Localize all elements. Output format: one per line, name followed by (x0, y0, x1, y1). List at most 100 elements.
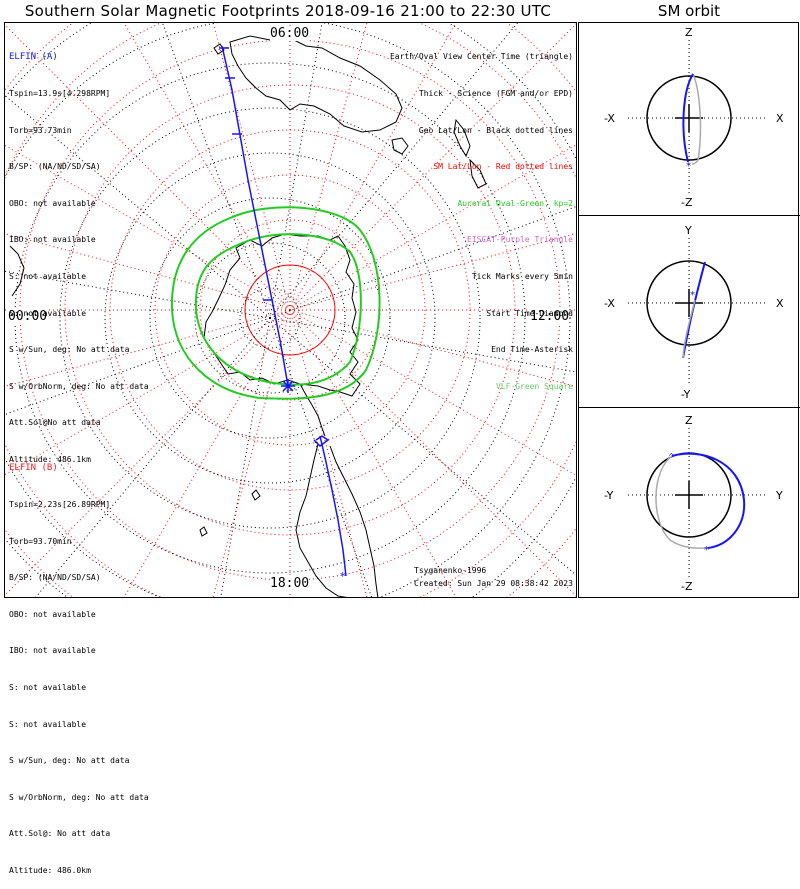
orbit-axis-label-left: -Y (604, 489, 614, 502)
legend-item: End Time-Asterisk (491, 345, 573, 355)
elfin-b-line: Att.Sol@: No att data (9, 829, 111, 839)
earth-circle (646, 75, 732, 161)
legend-item: VLF-Green Square (495, 381, 573, 391)
trace-segment (221, 45, 289, 387)
elfin-a-line: S w/Sun, deg: No att data (9, 345, 130, 355)
island-outline (199, 526, 208, 537)
local-time-label-top: 06:00 (270, 26, 310, 41)
elfin-b-line: B/SP: (NA/ND/SD/SA) (9, 573, 101, 583)
tasmania-coast (391, 137, 409, 155)
orbit-axis-label-right: Y (775, 489, 783, 502)
legend-item: Earth/Oval View Center Time (triangle) (389, 52, 573, 62)
end-time-asterisk (282, 380, 294, 392)
trace-loop (313, 435, 330, 447)
orbit-trace-shadow (682, 299, 696, 359)
geo-latitude-circle (149, 197, 391, 439)
sm-longitude-line (212, 309, 291, 597)
geo-latitude-circle (239, 287, 301, 349)
orbit-axis-label-top: Z (685, 26, 693, 39)
geo-latitude-circle (194, 242, 346, 394)
geo-latitude-circle (59, 107, 481, 529)
orbit-trace (682, 73, 694, 163)
orbit-trace-shadow (655, 455, 709, 549)
australia-coast (229, 35, 403, 133)
orbit-trace (671, 452, 746, 549)
footprint-figure: * Z -Z -X X Y -Y -X X Z -Z -Y Y * * * ^ (4, 22, 800, 598)
elfin-a-line: S: not available (9, 271, 87, 281)
elfin-a-line: IBO: not available (9, 235, 96, 245)
auroral-oval-inner (194, 233, 362, 386)
orbit-axis-label-bottom: -Y (681, 388, 691, 401)
elfin-a-line: S w/OrbNorm, deg: No att data (9, 381, 149, 391)
elfin-b-line: S w/Sun, deg: No att data (9, 756, 130, 766)
elfin-a-line: Tspin=13.9s[4.298RPM] (9, 89, 111, 98)
orbit-panel-frame (578, 22, 799, 598)
local-time-label-left: 00:00 (8, 309, 48, 324)
figure-title: Southern Solar Magnetic Footprints 2018-… (24, 2, 552, 20)
elfin-a-footprint-trace: * (219, 45, 347, 583)
elfin-b-name: ELFIN (B) (9, 463, 58, 474)
orbit-axis-label-left: -X (604, 112, 615, 125)
elfin-a-name: ELFIN (A) (9, 52, 58, 63)
map-panel-frame (4, 22, 577, 598)
orbit-axis-label-bottom: -Z (681, 580, 693, 593)
orbit-trace-shadow (691, 73, 702, 165)
elfin-a-line: OBO: not available (9, 198, 96, 208)
island-outline (251, 489, 261, 501)
earth-circle (646, 260, 732, 346)
trace-segment (319, 435, 347, 577)
island-outline (213, 43, 225, 55)
legend-item: Auroral Oval-Green, kp=2 (457, 198, 573, 208)
elfin-b-line: OBO: not available (9, 609, 96, 619)
orbit-end-marker: * (690, 290, 695, 301)
orbit-axis-label-right: X (776, 297, 784, 310)
elfin-a-line: Altitude: 486.1km (9, 454, 91, 464)
legend-item: Geo Lat/Lon - Black dotted lines (418, 125, 573, 135)
south-america-coast (295, 443, 348, 597)
new-zealand-coast (469, 158, 487, 189)
elfin-a-line: Torb=93.73min (9, 125, 72, 135)
elfin-b-line: Tspin=2.23s[26.89RPM] (9, 500, 111, 509)
legend-item: Tick Marks every 5min (471, 271, 573, 281)
elfin-b-line: S w/OrbNorm, deg: No att data (9, 792, 149, 802)
geo-latitude-circle (5, 23, 571, 597)
orbit-axis-label-top: Y (684, 224, 692, 237)
elfin-b-line: S: not available (9, 719, 87, 729)
elfin-b-line: IBO: not available (9, 646, 96, 656)
new-zealand-coast (453, 118, 471, 158)
sm-orbit-panel: Z -Z -Y Y (604, 414, 783, 593)
antarctica-coast (203, 233, 361, 397)
orbit-axis-label-right: X (776, 112, 784, 125)
orbit-end-marker: * (686, 161, 691, 172)
map-legend: Earth/Oval View Center Time (triangle) T… (390, 27, 573, 405)
trace-marker: * (340, 570, 346, 583)
antarctic-peninsula (299, 383, 326, 437)
local-time-label-right: 12:00 (530, 309, 570, 324)
legend-item: Thick - Science (FGM and/or EPD) (418, 89, 573, 98)
elfin-a-line: Att.Sol@No att data (9, 418, 101, 428)
geo-longitude-line (220, 317, 271, 597)
legend-item: SM Lat/Lon - Red dotted lines (433, 162, 573, 172)
africa-coast (9, 245, 25, 297)
legend-item: EISCAT-Purple Triangle (467, 235, 573, 245)
legend-item: Start Time-Diamond (486, 308, 573, 318)
elfin-b-line: Torb=93.70min (9, 536, 72, 546)
south-america-coast (329, 445, 379, 597)
model-credit: Tsyganenko-1996 (414, 566, 487, 575)
orbit-start-marker: ^ (668, 452, 675, 461)
created-timestamp: Created: Sun Jan 29 08:38:42 2023 (414, 579, 573, 588)
elfin-a-line: S: not available (9, 308, 87, 318)
elfin-b-line: Altitude: 486.0km (9, 865, 91, 875)
elfin-b-line: S: not available (9, 682, 87, 692)
geo-latitude-circle (104, 152, 436, 484)
elfin-a-info-block: ELFIN (A) Tspin=13.9s[4.298RPM] Torb=93.… (9, 27, 149, 478)
orbit-end-marker: * (704, 545, 709, 556)
auroral-oval-outer (170, 206, 381, 400)
elfin-a-line: B/SP: (NA/ND/SD/SA) (9, 162, 101, 172)
sm-latitude-circle (154, 174, 426, 446)
orbit-axis-label-top: Z (685, 414, 693, 427)
geo-longitude-line (269, 23, 323, 319)
elfin-b-info-block: ELFIN (B) Tspin=2.23s[26.89RPM] Torb=93.… (9, 438, 149, 889)
orbit-panel-title: SM orbit (657, 2, 721, 20)
orbit-axis-label-left: -X (604, 297, 615, 310)
